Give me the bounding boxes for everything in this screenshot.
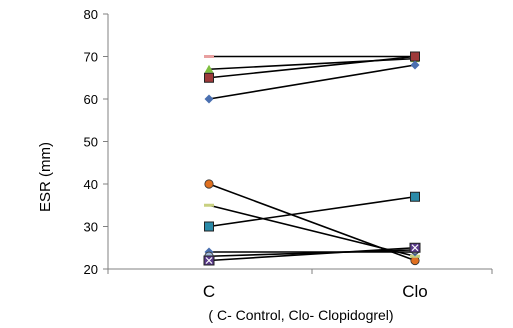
data-point [204,221,214,232]
y-tick-label: 80 [84,7,98,22]
data-point [410,60,420,70]
x-axis: C Clo [107,268,493,301]
data-point [204,72,214,83]
series-line [208,55,416,79]
x-tick-label: C [203,282,215,301]
paired-lines [208,55,416,262]
y-tick-label: 60 [84,92,98,107]
series-line [208,195,416,228]
x-tick-label: Clo [402,282,428,301]
y-tick-label: 50 [84,135,98,150]
y-axis: 20 30 40 50 60 70 80 [84,7,109,277]
x-axis-label: ( C- Control, Clo- Clopidogrel) [208,307,393,323]
data-point [204,203,214,207]
data-point [204,64,214,73]
y-tick-label: 30 [84,220,98,235]
series-line [208,64,416,100]
series-line [208,249,416,258]
data-point [204,179,214,189]
data-point-cross [411,244,419,252]
data-point [410,191,420,202]
y-tick-label: 70 [84,50,98,65]
y-tick-label: 40 [84,177,98,192]
y-axis-label: ESR (mm) [37,142,54,212]
data-point [204,55,214,58]
data-point [410,51,420,62]
series-line [208,204,416,258]
data-point [204,94,214,104]
data-point-cross [205,257,213,264]
data-markers [203,51,421,266]
series-line [208,246,416,262]
y-tick-label: 20 [84,262,98,277]
